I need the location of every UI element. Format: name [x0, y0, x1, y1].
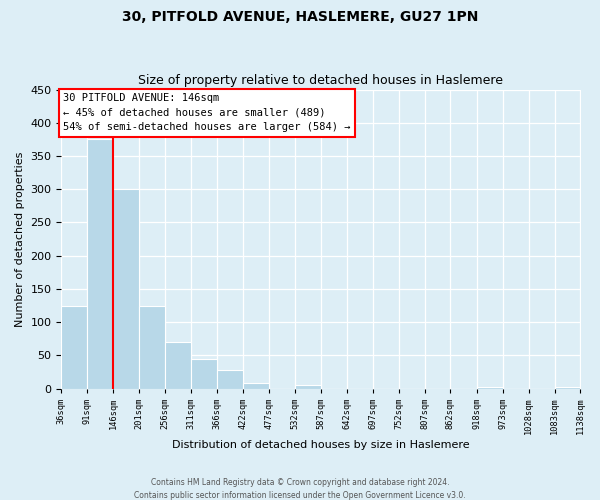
Bar: [191, 360, 217, 388]
Bar: [243, 382, 269, 388]
Text: Contains HM Land Registry data © Crown copyright and database right 2024.
Contai: Contains HM Land Registry data © Crown c…: [134, 478, 466, 500]
Bar: [113, 190, 139, 388]
X-axis label: Distribution of detached houses by size in Haslemere: Distribution of detached houses by size …: [172, 440, 470, 450]
Bar: [139, 306, 165, 388]
Title: Size of property relative to detached houses in Haslemere: Size of property relative to detached ho…: [139, 74, 503, 87]
Bar: [295, 386, 321, 388]
Y-axis label: Number of detached properties: Number of detached properties: [15, 152, 25, 327]
Bar: [88, 140, 113, 388]
Bar: [217, 370, 243, 388]
Text: 30 PITFOLD AVENUE: 146sqm
← 45% of detached houses are smaller (489)
54% of semi: 30 PITFOLD AVENUE: 146sqm ← 45% of detac…: [63, 93, 351, 132]
Text: 30, PITFOLD AVENUE, HASLEMERE, GU27 1PN: 30, PITFOLD AVENUE, HASLEMERE, GU27 1PN: [122, 10, 478, 24]
Bar: [61, 306, 88, 388]
Bar: [165, 342, 191, 388]
